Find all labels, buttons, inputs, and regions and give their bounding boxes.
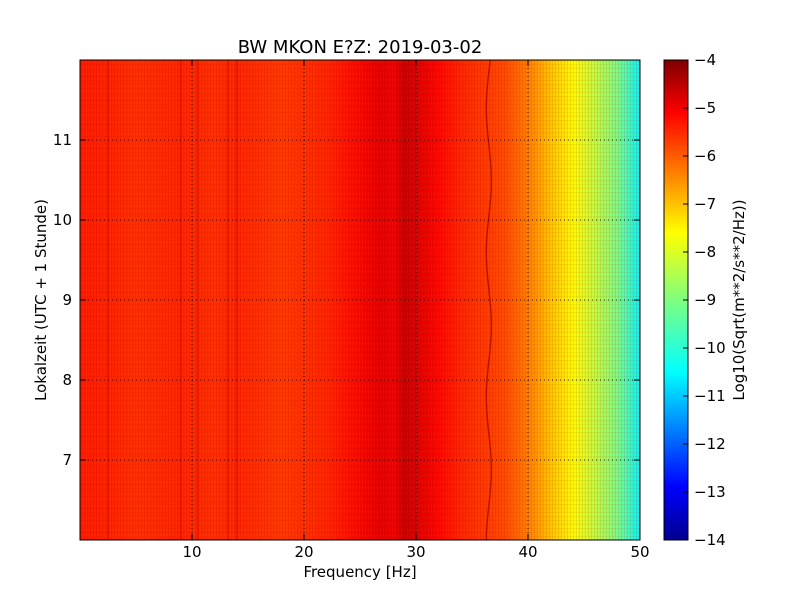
y-tick-label: 7 [62, 451, 72, 469]
colorbar-tick-label: −5 [694, 99, 716, 117]
plot-area: 10 20 30 40 50 7 8 9 10 11 [53, 59, 650, 561]
y-tick-label: 9 [62, 291, 72, 309]
colorbar-tick-label: −14 [694, 531, 726, 549]
x-tick-label: 40 [518, 543, 537, 561]
chart-title: BW MKON E?Z: 2019-03-02 [238, 37, 483, 58]
colorbar-label: Log10(Sqrt(m**2/s**2/Hz)) [730, 199, 748, 400]
x-tick-label: 10 [182, 543, 201, 561]
colorbar-tick-label: −12 [694, 435, 726, 453]
colorbar-tick-label: −11 [694, 387, 726, 405]
y-tick-label: 11 [53, 131, 72, 149]
colorbar-tick-label: −9 [694, 291, 716, 309]
x-axis-label: Frequency [Hz] [303, 563, 416, 581]
colorbar-tick-label: −7 [694, 195, 716, 213]
grid-lines [80, 60, 640, 540]
x-tick-label: 20 [294, 543, 313, 561]
x-tick-label: 50 [630, 543, 649, 561]
colorbar-tick-label: −8 [694, 243, 716, 261]
x-axis-ticks: 10 20 30 40 50 [182, 60, 650, 561]
spectral-line [196, 60, 199, 540]
colorbar-tick-label: −10 [694, 339, 726, 357]
y-tick-label: 10 [53, 211, 72, 229]
y-axis-label: Lokalzeit (UTC + 1 Stunde) [32, 199, 50, 401]
colorbar-ticks: −4 −5 −6 −7 −8 −9 −10 −11 −12 −13 −14 [683, 51, 726, 549]
y-tick-label: 8 [62, 371, 72, 389]
spectral-line [226, 60, 229, 540]
colorbar-tick-label: −13 [694, 483, 726, 501]
y-axis-ticks: 7 8 9 10 11 [53, 131, 640, 469]
x-tick-label: 30 [406, 543, 425, 561]
colorbar-tick-label: −6 [694, 147, 716, 165]
colorbar-tick-label: −4 [694, 51, 716, 69]
colorbar: −4 −5 −6 −7 −8 −9 −10 −11 −12 −13 −14 Log10(Sqrt(m… [663, 51, 748, 549]
